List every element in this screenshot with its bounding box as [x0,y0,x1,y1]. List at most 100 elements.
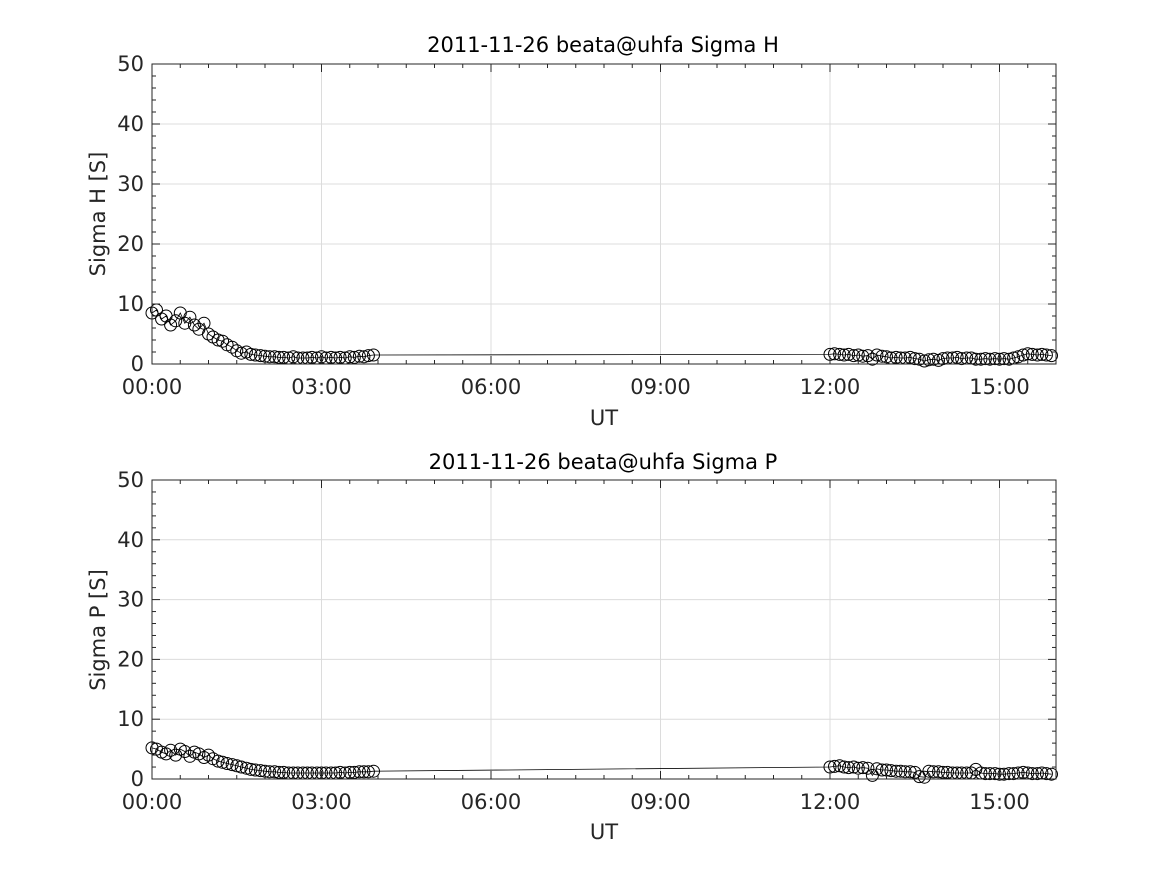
sigma-p-data-point [861,761,875,775]
sigma-h-y-tick-label: 10 [117,292,144,316]
sigma-p-data-point [889,764,903,778]
sigma-h-data-point [856,349,870,363]
sigma-h-data-point [950,350,964,364]
sigma-p-data-point [268,765,282,779]
sigma-h-data-point [922,353,936,367]
sigma-p-data-point [244,762,258,776]
sigma-h-data-point [1025,347,1039,361]
sigma-p-y-tick-label: 0 [131,767,144,791]
sigma-h-x-tick-label: 12:00 [800,375,861,399]
sigma-p-data-point [997,767,1011,781]
sigma-h-data-point [263,350,276,364]
sigma-p-data-point [1030,767,1044,781]
sigma-h-data-point [983,352,997,366]
sigma-h-data-point [870,348,884,362]
sigma-h-data-point [1011,350,1025,364]
sigma-h-data-point [847,349,861,363]
sigma-p-data-point [1025,767,1039,781]
sigma-p-x-tick-label: 09:00 [630,790,691,814]
sigma-p-data-point [1002,767,1016,781]
sigma-h-data-point [837,348,851,362]
sigma-h-data-point [1021,347,1035,361]
sigma-p-data-point [234,760,248,774]
sigma-h-data-point [361,349,375,363]
sigma-h-data-point [183,310,197,324]
sigma-p-x-tick-label: 15:00 [969,790,1030,814]
sigma-h-x-axis-label: UT [590,406,618,430]
sigma-h-data-point [254,349,267,363]
sigma-p-data-point [202,748,215,762]
sigma-p-data-point [932,765,945,779]
sigma-h-data-point [367,348,380,362]
sigma-h-data-point [833,347,847,361]
sigma-h-data-point [974,352,988,366]
sigma-p-data-point [894,764,908,778]
sigma-p-y-tick-label: 10 [117,707,144,731]
sigma-h-data-point [244,347,258,361]
sigma-h-data-point [1045,349,1058,363]
sigma-p-y-tick-label: 50 [117,468,144,492]
sigma-h-y-tick-label: 40 [117,112,144,136]
sigma-p-x-tick-label: 03:00 [291,790,352,814]
sigma-h-data-point [1035,347,1049,361]
sigma-h-grid [152,64,1056,364]
sigma-p-data-point [978,767,992,781]
sigma-p-data-point [922,764,936,778]
sigma-p-data-point [926,765,940,779]
sigma-p-title: 2011-11-26 beata@uhfa Sigma P [429,450,778,474]
sigma-p-y-tick-labels: 0 10 20 30 40 50 [117,468,144,791]
sigma-h-data-point [997,352,1011,366]
sigma-h-data-point [889,350,903,364]
sigma-h-x-tick-label: 15:00 [969,375,1030,399]
sigma-p-data-point [248,763,262,777]
sigma-h-data-point [197,316,211,330]
sigma-p-data-point [833,759,847,773]
sigma-p-data-point [230,759,244,773]
sigma-h-y-tick-label: 30 [117,172,144,196]
sigma-p-data-point [988,767,1002,781]
sigma-h-data-point [903,350,917,364]
sigma-h-data-point [225,340,239,354]
sigma-h-x-tick-label: 06:00 [461,375,522,399]
sigma-p-data-point [263,765,276,779]
sigma-h-data-point [324,350,338,364]
sigma-p-data-point [164,743,178,757]
sigma-h-x-tick-labels: 00:00 03:00 06:00 09:00 12:00 15:00 [122,375,1030,399]
sigma-h-data-point [1016,348,1030,362]
sigma-p-data-point [347,765,361,779]
sigma-p-data-point [352,765,366,779]
sigma-h-data-point [1030,348,1044,362]
sigma-h-data-point [936,352,950,366]
sigma-p-data-point [225,758,239,772]
sigma-h-data-point [1002,352,1016,366]
sigma-h-series [145,303,1058,368]
sigma-p-data-point [837,760,851,774]
sigma-h-data-point [969,352,983,366]
sigma-p-data-point [898,765,912,779]
sigma-p-data-point [1016,765,1030,779]
sigma-h-data-point [1039,348,1053,362]
sigma-h-data-point [248,348,262,362]
sigma-h-data-point [842,347,856,361]
sigma-p-data-point [941,765,954,779]
sigma-h-data-point [277,350,291,364]
sigma-h-panel: 2011-11-26 beata@uhfa Sigma H 00:00 03:00… [86,33,1058,430]
sigma-h-title: 2011-11-26 beata@uhfa Sigma H [427,33,779,57]
sigma-h-data-point [268,350,282,364]
sigma-h-data-point [828,347,841,361]
sigma-p-grid [152,480,1056,779]
sigma-p-x-tick-label: 06:00 [461,790,522,814]
sigma-p-data-point [828,759,841,773]
sigma-h-data-point [164,318,178,332]
sigma-h-y-tick-label: 20 [117,232,144,256]
sigma-p-data-point [1007,767,1021,781]
sigma-h-data-point [875,349,889,363]
sigma-p-data-point [856,761,870,775]
sigma-p-data-point [272,765,286,779]
sigma-p-data-point [159,747,173,761]
sigma-h-data-point [305,350,319,364]
sigma-h-data-point [993,352,1006,366]
sigma-h-data-point [347,350,361,364]
sigma-h-y-axis-label: Sigma H [S] [86,152,110,277]
